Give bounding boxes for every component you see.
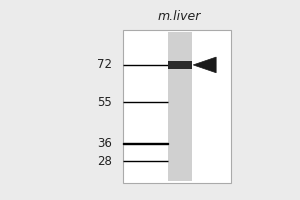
Text: 36: 36: [97, 137, 112, 150]
Polygon shape: [193, 57, 216, 73]
Bar: [167, 61, 192, 69]
FancyArrow shape: [123, 143, 167, 144]
Text: 28: 28: [97, 155, 112, 168]
Text: 55: 55: [98, 96, 112, 109]
Text: 72: 72: [97, 58, 112, 71]
Bar: [167, 32, 192, 181]
Bar: [123, 30, 231, 183]
Text: m.liver: m.liver: [158, 10, 201, 23]
